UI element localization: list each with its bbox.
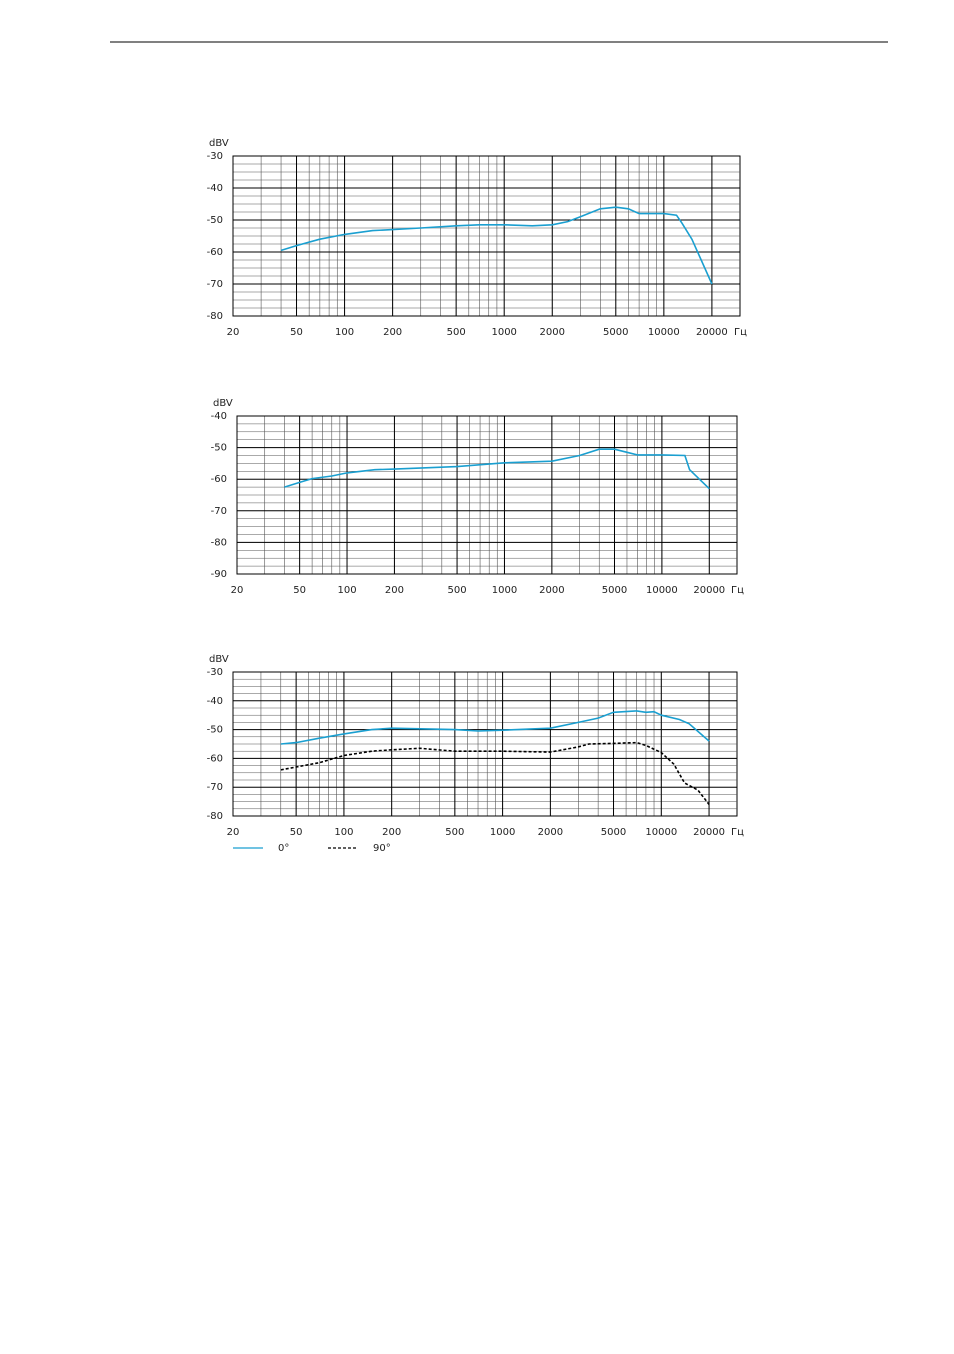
x-axis-label: Гц: [731, 827, 744, 838]
x-tick-label: 1000: [492, 585, 517, 596]
x-tick-label: 200: [383, 327, 402, 338]
y-tick-label: -40: [211, 411, 227, 422]
x-tick-label: 100: [335, 327, 354, 338]
y-tick-label: -70: [207, 279, 223, 290]
y-tick-label: -30: [207, 667, 223, 678]
x-tick-label: 2000: [538, 827, 563, 838]
x-tick-label: 1000: [490, 827, 515, 838]
x-tick-label: 20: [227, 827, 240, 838]
x-tick-label: 500: [445, 827, 464, 838]
x-tick-label: 5000: [601, 827, 626, 838]
y-tick-label: -40: [207, 183, 223, 194]
legend-label: 0°: [278, 843, 289, 854]
y-tick-label: -90: [211, 569, 227, 580]
series-line: [284, 448, 710, 490]
x-tick-label: 20000: [693, 827, 725, 838]
x-tick-label: 2000: [539, 585, 564, 596]
x-tick-label: 500: [448, 585, 467, 596]
x-tick-label: 20: [227, 327, 240, 338]
x-tick-label: 200: [385, 585, 404, 596]
x-tick-label: 2000: [540, 327, 565, 338]
x-tick-label: 50: [293, 585, 306, 596]
x-tick-label: 1000: [491, 327, 516, 338]
y-tick-label: -50: [211, 443, 227, 454]
x-axis-label: Гц: [734, 327, 747, 338]
x-tick-label: 20000: [693, 585, 725, 596]
x-tick-label: 500: [447, 327, 466, 338]
x-tick-label: 20000: [696, 327, 728, 338]
y-tick-label: -70: [211, 506, 227, 517]
x-tick-label: 5000: [602, 585, 627, 596]
y-tick-label: -80: [207, 311, 223, 322]
series-line: [280, 741, 710, 805]
y-tick-label: -60: [207, 753, 223, 764]
x-tick-label: 5000: [603, 327, 628, 338]
y-tick-label: -50: [207, 215, 223, 226]
y-tick-label: -70: [207, 782, 223, 793]
x-tick-label: 50: [290, 827, 303, 838]
y-tick-label: -40: [207, 696, 223, 707]
x-tick-label: 20: [231, 585, 244, 596]
y-tick-label: -80: [211, 537, 227, 548]
x-tick-label: 200: [382, 827, 401, 838]
series-line: [280, 710, 710, 745]
y-tick-label: -50: [207, 725, 223, 736]
y-tick-label: -80: [207, 811, 223, 822]
y-tick-label: -60: [211, 474, 227, 485]
x-tick-label: 100: [334, 827, 353, 838]
legend-label: 90°: [373, 843, 391, 854]
y-axis-label: dBV: [209, 138, 229, 149]
x-tick-label: 50: [290, 327, 303, 338]
x-tick-label: 10000: [646, 585, 678, 596]
series-line: [280, 206, 713, 285]
y-tick-label: -60: [207, 247, 223, 258]
x-tick-label: 10000: [645, 827, 677, 838]
y-tick-label: -30: [207, 151, 223, 162]
x-tick-label: 10000: [648, 327, 680, 338]
x-tick-label: 100: [337, 585, 356, 596]
y-axis-label: dBV: [213, 398, 233, 409]
y-axis-label: dBV: [209, 654, 229, 665]
x-axis-label: Гц: [731, 585, 744, 596]
